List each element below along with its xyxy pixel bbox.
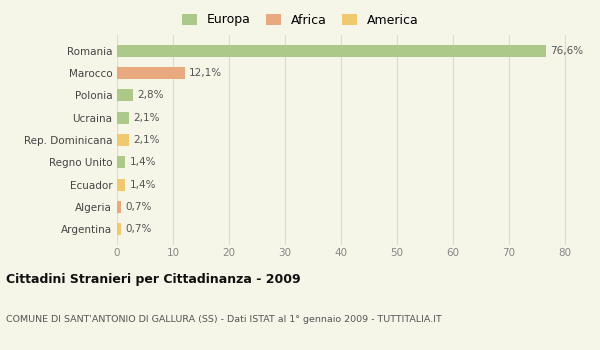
Legend: Europa, Africa, America: Europa, Africa, America	[178, 10, 422, 30]
Text: 1,4%: 1,4%	[130, 180, 156, 190]
Bar	[117, 67, 185, 79]
Text: 2,1%: 2,1%	[133, 135, 160, 145]
Text: 12,1%: 12,1%	[189, 68, 223, 78]
Bar	[117, 89, 133, 101]
Text: COMUNE DI SANT'ANTONIO DI GALLURA (SS) - Dati ISTAT al 1° gennaio 2009 - TUTTITA: COMUNE DI SANT'ANTONIO DI GALLURA (SS) -…	[6, 315, 442, 324]
Bar	[117, 134, 129, 146]
Bar	[117, 201, 121, 213]
Text: 0,7%: 0,7%	[125, 224, 152, 234]
Text: Cittadini Stranieri per Cittadinanza - 2009: Cittadini Stranieri per Cittadinanza - 2…	[6, 273, 301, 286]
Text: 2,8%: 2,8%	[137, 90, 164, 100]
Bar	[117, 178, 125, 191]
Bar	[117, 44, 546, 57]
Bar	[117, 223, 121, 236]
Text: 1,4%: 1,4%	[130, 158, 156, 167]
Text: 2,1%: 2,1%	[133, 113, 160, 122]
Bar	[117, 112, 129, 124]
Bar	[117, 156, 125, 168]
Text: 0,7%: 0,7%	[125, 202, 152, 212]
Text: 76,6%: 76,6%	[550, 46, 583, 56]
